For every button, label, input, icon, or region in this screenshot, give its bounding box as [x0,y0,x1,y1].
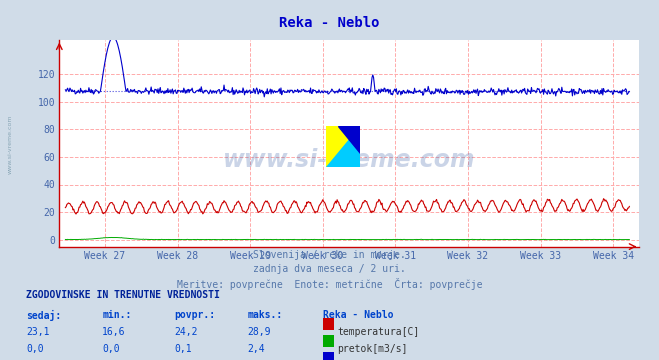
Text: povpr.:: povpr.: [175,310,215,320]
Text: maks.:: maks.: [247,310,282,320]
Text: temperatura[C]: temperatura[C] [337,327,420,337]
Text: 0,0: 0,0 [26,344,44,354]
Text: pretok[m3/s]: pretok[m3/s] [337,344,408,354]
Text: zadnja dva meseca / 2 uri.: zadnja dva meseca / 2 uri. [253,264,406,274]
Text: Slovenija / reke in morje.: Slovenija / reke in morje. [253,250,406,260]
Text: 23,1: 23,1 [26,327,50,337]
Text: ZGODOVINSKE IN TRENUTNE VREDNOSTI: ZGODOVINSKE IN TRENUTNE VREDNOSTI [26,290,220,300]
Text: 16,6: 16,6 [102,327,126,337]
Text: 24,2: 24,2 [175,327,198,337]
Text: Reka - Neblo: Reka - Neblo [279,16,380,30]
Text: sedaj:: sedaj: [26,310,61,321]
Polygon shape [326,126,360,167]
Text: www.si-vreme.com: www.si-vreme.com [223,148,476,172]
Text: Meritve: povprečne  Enote: metrične  Črta: povprečje: Meritve: povprečne Enote: metrične Črta:… [177,278,482,289]
Text: min.:: min.: [102,310,132,320]
Polygon shape [338,126,360,153]
Text: 28,9: 28,9 [247,327,271,337]
Text: 0,1: 0,1 [175,344,192,354]
Text: www.si-vreme.com: www.si-vreme.com [8,114,13,174]
Text: Reka - Neblo: Reka - Neblo [323,310,393,320]
Text: 2,4: 2,4 [247,344,265,354]
Text: 0,0: 0,0 [102,344,120,354]
Polygon shape [326,126,360,167]
